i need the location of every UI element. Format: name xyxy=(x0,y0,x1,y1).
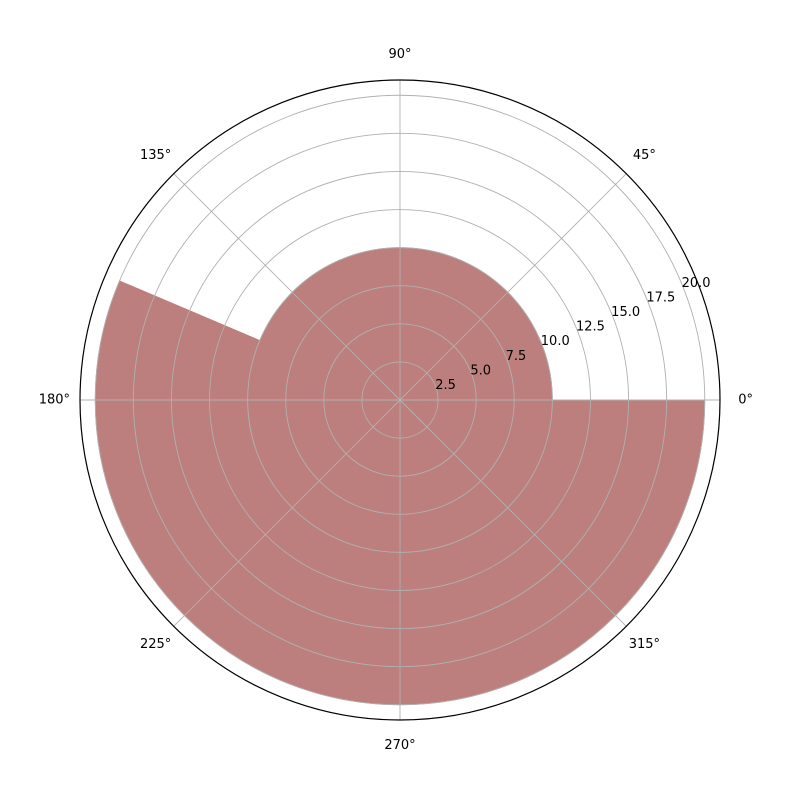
r-tick-label-0: 2.5 xyxy=(435,378,456,393)
theta-gridline-3 xyxy=(173,173,401,401)
theta-gridline-5 xyxy=(173,399,401,627)
r-tick-label-5: 15.0 xyxy=(611,305,640,320)
r-tick-label-2: 7.5 xyxy=(506,349,527,364)
polar-frame xyxy=(79,79,721,721)
r-tick-label-4: 12.5 xyxy=(576,320,605,335)
r-tick-label-7: 20.0 xyxy=(682,276,711,291)
theta-tick-label-7: 315° xyxy=(629,637,660,652)
angular-tick-labels: 0° 45° 90° 135° 180° 225° 270° 315° xyxy=(39,47,753,753)
theta-gridline-7 xyxy=(399,399,627,627)
theta-gridline-1 xyxy=(399,173,627,401)
theta-tick-label-2: 90° xyxy=(388,47,411,62)
theta-tick-label-0: 0° xyxy=(738,393,753,408)
radial-tick-labels: 2.5 5.0 7.5 10.0 12.5 15.0 17.5 20.0 xyxy=(435,276,710,393)
theta-tick-label-5: 225° xyxy=(140,637,171,652)
theta-tick-label-3: 135° xyxy=(140,148,171,163)
r-tick-label-1: 5.0 xyxy=(470,363,491,378)
r-tick-label-6: 17.5 xyxy=(646,290,675,305)
theta-tick-label-1: 45° xyxy=(633,148,656,163)
theta-tick-label-6: 270° xyxy=(384,738,415,753)
theta-tick-label-4: 180° xyxy=(39,393,70,408)
polar-grid xyxy=(80,80,720,720)
r-tick-label-3: 10.0 xyxy=(541,334,570,349)
